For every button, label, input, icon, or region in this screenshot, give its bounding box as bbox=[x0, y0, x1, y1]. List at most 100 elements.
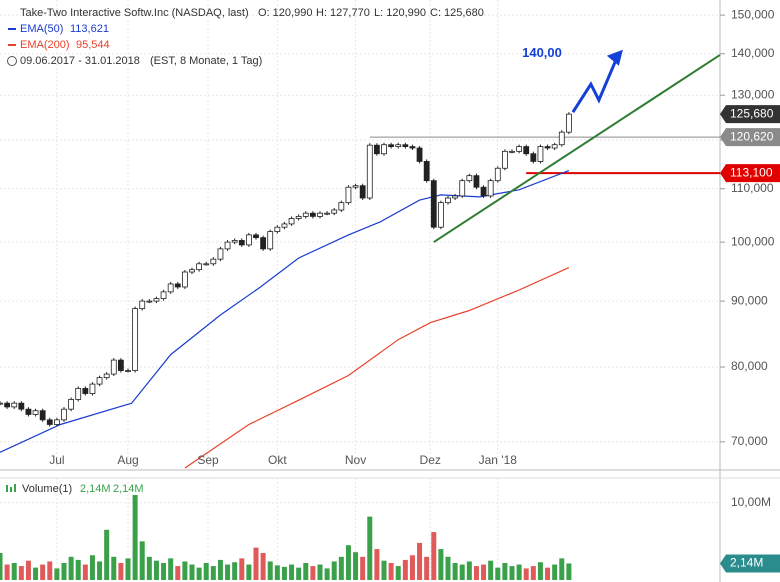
volume-bar bbox=[281, 566, 287, 580]
volume-bar bbox=[431, 532, 437, 580]
candle bbox=[359, 185, 366, 199]
candle bbox=[381, 144, 387, 155]
y-tick-label: 70,000 bbox=[731, 434, 768, 448]
candle bbox=[110, 359, 117, 375]
volume-bar bbox=[395, 566, 401, 580]
volume-bar bbox=[47, 561, 53, 580]
legend-value: 95,544 bbox=[76, 39, 110, 51]
candle bbox=[345, 186, 352, 204]
volume-bar bbox=[89, 555, 95, 580]
candle bbox=[181, 271, 188, 288]
volume-bar bbox=[68, 556, 74, 580]
candle bbox=[274, 226, 281, 232]
candle bbox=[366, 144, 373, 199]
volume-bar bbox=[367, 516, 373, 580]
volume-bar bbox=[289, 564, 295, 580]
volume-bar bbox=[545, 567, 551, 580]
volume-bar bbox=[345, 545, 351, 580]
volume-bar bbox=[353, 552, 359, 580]
price-tag bbox=[720, 164, 780, 183]
candle bbox=[409, 146, 416, 149]
volume-bar bbox=[232, 562, 238, 580]
candle bbox=[516, 146, 523, 152]
volume-bar bbox=[61, 563, 67, 580]
candle bbox=[0, 402, 3, 405]
y-tick-label: 110,000 bbox=[731, 181, 774, 195]
volume-bar bbox=[267, 561, 273, 580]
volume-bar bbox=[189, 564, 195, 580]
volume-bar bbox=[537, 562, 543, 580]
candle bbox=[509, 150, 515, 153]
candle bbox=[267, 231, 274, 250]
clock-icon bbox=[7, 56, 17, 66]
candle bbox=[558, 131, 565, 146]
volume-icon bbox=[10, 487, 12, 492]
candle bbox=[61, 408, 67, 421]
volume-bar bbox=[274, 565, 280, 580]
quote: C: 125,680 bbox=[430, 7, 484, 19]
candle bbox=[203, 263, 210, 266]
candle bbox=[338, 202, 345, 211]
volume-value: 2,14M bbox=[80, 483, 111, 495]
price-tag-label: 113,100 bbox=[730, 165, 773, 179]
candle bbox=[445, 197, 451, 204]
candle bbox=[89, 383, 96, 394]
candle bbox=[75, 388, 82, 400]
quote: H: 127,770 bbox=[316, 7, 370, 19]
target-label: 140,00 bbox=[522, 45, 562, 60]
volume-bar bbox=[452, 563, 458, 580]
volume-bar bbox=[381, 560, 387, 580]
arrow-head bbox=[606, 49, 623, 66]
candle bbox=[224, 241, 231, 250]
volume-value: 2,14M bbox=[113, 483, 144, 495]
candle bbox=[196, 263, 203, 271]
candle bbox=[117, 359, 124, 371]
volume-bar bbox=[260, 552, 266, 580]
price-tag bbox=[720, 128, 780, 147]
candle bbox=[416, 147, 423, 162]
volume-bar bbox=[111, 556, 117, 580]
volume-bar bbox=[175, 566, 181, 580]
candle bbox=[459, 180, 466, 197]
volume-bar bbox=[523, 568, 529, 580]
range-info: (EST, 8 Monate, 1 Tag) bbox=[150, 55, 262, 67]
candle bbox=[125, 370, 131, 372]
price-tag bbox=[720, 554, 780, 573]
price-tag-label: 120,620 bbox=[730, 129, 774, 143]
candle bbox=[437, 202, 444, 228]
candle bbox=[53, 419, 60, 425]
quote: L: 120,990 bbox=[374, 7, 426, 19]
x-tick-label: Dez bbox=[420, 453, 441, 467]
volume-bar bbox=[360, 556, 366, 580]
volume-bar bbox=[161, 563, 167, 580]
volume-bar bbox=[25, 560, 31, 580]
volume-bar bbox=[310, 566, 316, 580]
y-tick-label: 10,00M bbox=[731, 495, 771, 509]
volume-bar bbox=[82, 564, 88, 580]
volume-bar bbox=[246, 564, 252, 580]
candle bbox=[217, 248, 224, 260]
ema-line bbox=[184, 267, 570, 469]
candle bbox=[11, 402, 18, 408]
volume-bar bbox=[424, 556, 430, 580]
x-tick-label: Sep bbox=[197, 453, 219, 467]
candle bbox=[295, 215, 302, 219]
candle bbox=[487, 180, 494, 197]
volume-bar bbox=[118, 563, 124, 580]
volume-bar bbox=[75, 559, 81, 580]
candle bbox=[331, 209, 338, 214]
candle bbox=[146, 300, 153, 303]
volume-bar bbox=[409, 555, 415, 580]
volume-bar bbox=[4, 564, 10, 580]
volume-bar bbox=[566, 563, 572, 580]
volume-bar bbox=[417, 542, 423, 580]
candle bbox=[466, 175, 473, 182]
y-tick-label: 90,000 bbox=[731, 293, 768, 307]
candle bbox=[523, 146, 530, 155]
volume-bar bbox=[388, 563, 394, 580]
candle bbox=[551, 144, 558, 149]
candle bbox=[189, 269, 195, 273]
candle bbox=[309, 212, 316, 217]
volume-bar bbox=[182, 561, 188, 580]
